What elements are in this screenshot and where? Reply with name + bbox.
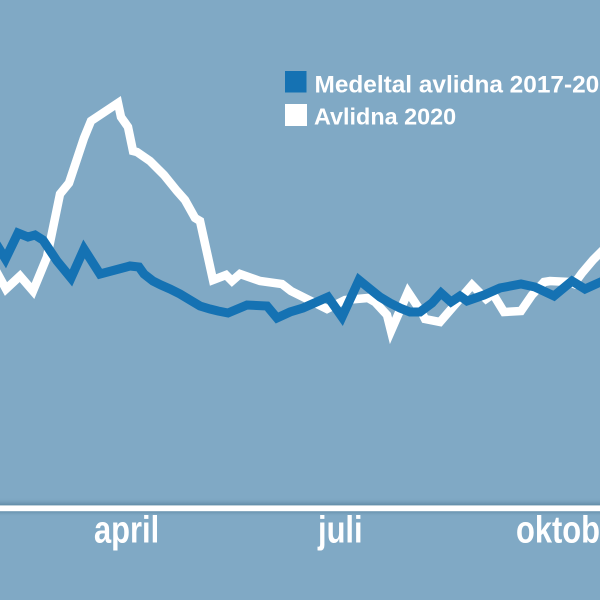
svg-text:oktober: oktober <box>516 510 600 552</box>
svg-text:Avlidna 2020: Avlidna 2020 <box>314 104 456 130</box>
svg-text:Medeltal avlidna 2017-2019: Medeltal avlidna 2017-2019 <box>315 72 600 99</box>
svg-text:april: april <box>94 510 159 552</box>
svg-text:juli: juli <box>317 510 362 552</box>
